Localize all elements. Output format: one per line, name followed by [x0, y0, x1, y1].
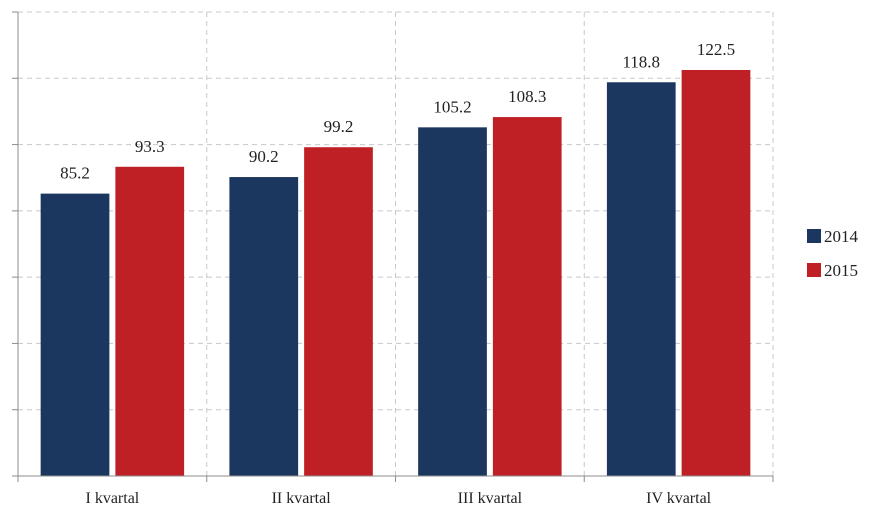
legend-swatch-2015 — [807, 263, 821, 277]
data-label: 108.3 — [508, 87, 546, 106]
x-tick-label: IV kvartal — [646, 490, 712, 507]
data-label: 99.2 — [324, 117, 354, 136]
x-tick-label: II kvartal — [272, 490, 332, 507]
bar-2014-3 — [418, 127, 487, 476]
data-label: 85.2 — [60, 164, 90, 183]
data-labels-layer: 85.2 93.3 90.2 99.2 105.2 108.3 118.8 122.5 — [60, 40, 735, 183]
axis-layer: I kvartal II kvartal III kvartal IV kvartal — [12, 11, 774, 507]
data-label: 90.2 — [249, 147, 279, 166]
data-label: 93.3 — [135, 137, 165, 156]
legend: 2014 2015 — [807, 227, 859, 280]
legend-swatch-2014 — [807, 229, 821, 243]
data-label: 118.8 — [622, 52, 660, 71]
x-tick-label: I kvartal — [86, 490, 140, 507]
bar-2015-4 — [681, 70, 751, 476]
data-label: 122.5 — [697, 40, 735, 59]
bar-2015-2 — [304, 147, 373, 477]
x-tick-label: III kvartal — [458, 490, 523, 507]
legend-label: 2014 — [824, 227, 859, 246]
bars-layer — [40, 70, 751, 477]
data-label: 105.2 — [433, 97, 471, 116]
legend-label: 2015 — [824, 261, 858, 280]
bar-2014-2 — [229, 177, 299, 476]
bar-2014-1 — [40, 193, 110, 476]
bar-2015-3 — [492, 117, 562, 476]
bar-2014-4 — [606, 82, 676, 477]
bar-2015-1 — [115, 166, 185, 476]
